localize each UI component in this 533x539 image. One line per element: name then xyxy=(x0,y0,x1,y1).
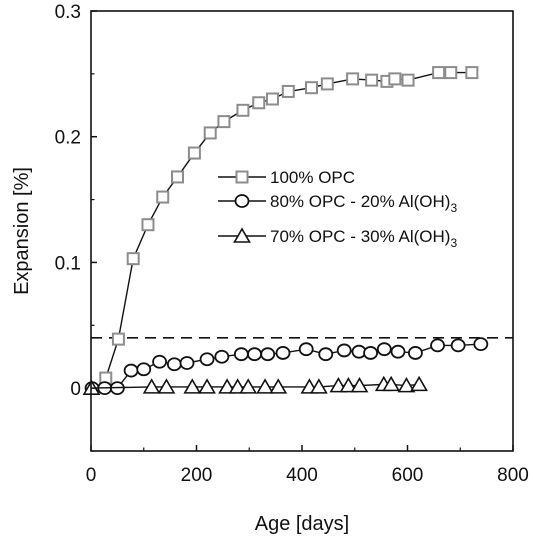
data-point-circle xyxy=(408,346,423,360)
data-point-circle xyxy=(376,342,392,357)
legend-item: 70% OPC - 30% Al(OH)3 xyxy=(218,227,457,250)
data-point-triangle xyxy=(142,378,161,394)
data-point-triangle xyxy=(157,378,176,394)
data-point-square xyxy=(236,103,250,117)
data-point-circle xyxy=(123,363,139,378)
x-tick-label: 0 xyxy=(86,465,97,486)
data-point-triangle xyxy=(198,378,216,394)
data-point-circle xyxy=(473,337,489,352)
data-point-circle xyxy=(318,347,334,362)
data-point-square xyxy=(171,170,185,184)
x-tick-label: 800 xyxy=(497,465,529,486)
data-point-square xyxy=(444,66,458,80)
data-point-triangle xyxy=(309,378,328,394)
data-point-circle xyxy=(247,347,262,362)
series-line xyxy=(105,71,472,379)
data-point-triangle xyxy=(239,378,258,394)
data-point-triangle xyxy=(228,378,247,394)
legend-label: 70% OPC - 30% Al(OH)3 xyxy=(270,227,457,250)
data-point-triangle xyxy=(397,377,416,393)
legend-marker-triangle xyxy=(233,227,251,243)
y-tick-label: 0.2 xyxy=(55,128,81,149)
y-tick-label: 0 xyxy=(70,379,81,400)
x-tick-label: 200 xyxy=(181,465,213,486)
data-point-square xyxy=(265,92,279,106)
data-point-square xyxy=(126,252,140,266)
data-point-square xyxy=(304,81,318,95)
data-point-square xyxy=(187,146,201,160)
data-point-square xyxy=(111,332,125,346)
data-point-square xyxy=(320,77,334,91)
data-point-circle xyxy=(214,349,230,364)
y-axis-label: Expansion [%] xyxy=(11,167,33,295)
data-point-triangle xyxy=(350,377,369,393)
x-tick-label: 400 xyxy=(286,465,318,486)
data-point-square xyxy=(141,218,155,232)
axes-layer: 0 200 400 600 800 0 0.1 0.2 0.3 xyxy=(55,2,529,486)
data-point-square xyxy=(203,126,217,140)
data-point-triangle xyxy=(339,377,358,393)
data-point-square xyxy=(281,84,295,98)
data-point-triangle xyxy=(410,375,428,392)
data-point-circle xyxy=(336,343,352,358)
legend-marker-circle xyxy=(234,194,250,208)
data-point-circle xyxy=(233,347,249,362)
data-point-triangle xyxy=(382,375,401,392)
data-point-circle xyxy=(430,338,445,353)
legend-item: 100% OPC xyxy=(218,168,355,187)
data-point-circle xyxy=(275,346,291,360)
x-axis-label: Age [days] xyxy=(255,513,350,535)
data-point-square xyxy=(252,96,266,110)
series-line xyxy=(91,383,420,389)
data-point-circle xyxy=(260,347,276,362)
data-point-circle xyxy=(390,344,406,359)
data-point-circle xyxy=(298,342,314,357)
legend-marker-square xyxy=(235,170,249,184)
legend-label: 100% OPC xyxy=(270,168,355,187)
legend-label: 80% OPC - 20% Al(OH)3 xyxy=(270,192,457,215)
y-tick-label: 0.3 xyxy=(55,2,81,23)
series-layer xyxy=(82,66,489,396)
data-point-circle xyxy=(450,338,466,353)
data-point-circle xyxy=(166,357,182,372)
series-square xyxy=(99,66,479,385)
series-circle xyxy=(84,337,489,396)
series-triangle xyxy=(82,375,428,395)
data-point-circle xyxy=(179,356,195,370)
y-tick-label: 0.1 xyxy=(55,253,81,274)
legend-item: 80% OPC - 20% Al(OH)3 xyxy=(218,192,457,215)
data-point-square xyxy=(465,66,479,80)
data-point-circle xyxy=(152,354,167,369)
data-point-circle xyxy=(136,362,152,377)
data-point-square xyxy=(217,115,231,129)
data-point-square xyxy=(156,190,170,204)
data-point-square xyxy=(432,66,446,80)
data-point-circle xyxy=(363,346,378,360)
data-point-square xyxy=(401,73,415,87)
x-tick-label: 600 xyxy=(392,465,424,486)
data-point-square xyxy=(346,72,360,86)
data-point-triangle xyxy=(256,378,274,394)
data-point-triangle xyxy=(218,378,236,394)
data-point-circle xyxy=(199,352,215,367)
data-point-triangle xyxy=(269,378,288,394)
data-point-square xyxy=(365,73,379,87)
legend: 100% OPC 80% OPC - 20% Al(OH)3 70% OPC - 3… xyxy=(218,168,457,250)
data-point-square xyxy=(388,72,402,86)
data-point-triangle xyxy=(183,378,202,394)
